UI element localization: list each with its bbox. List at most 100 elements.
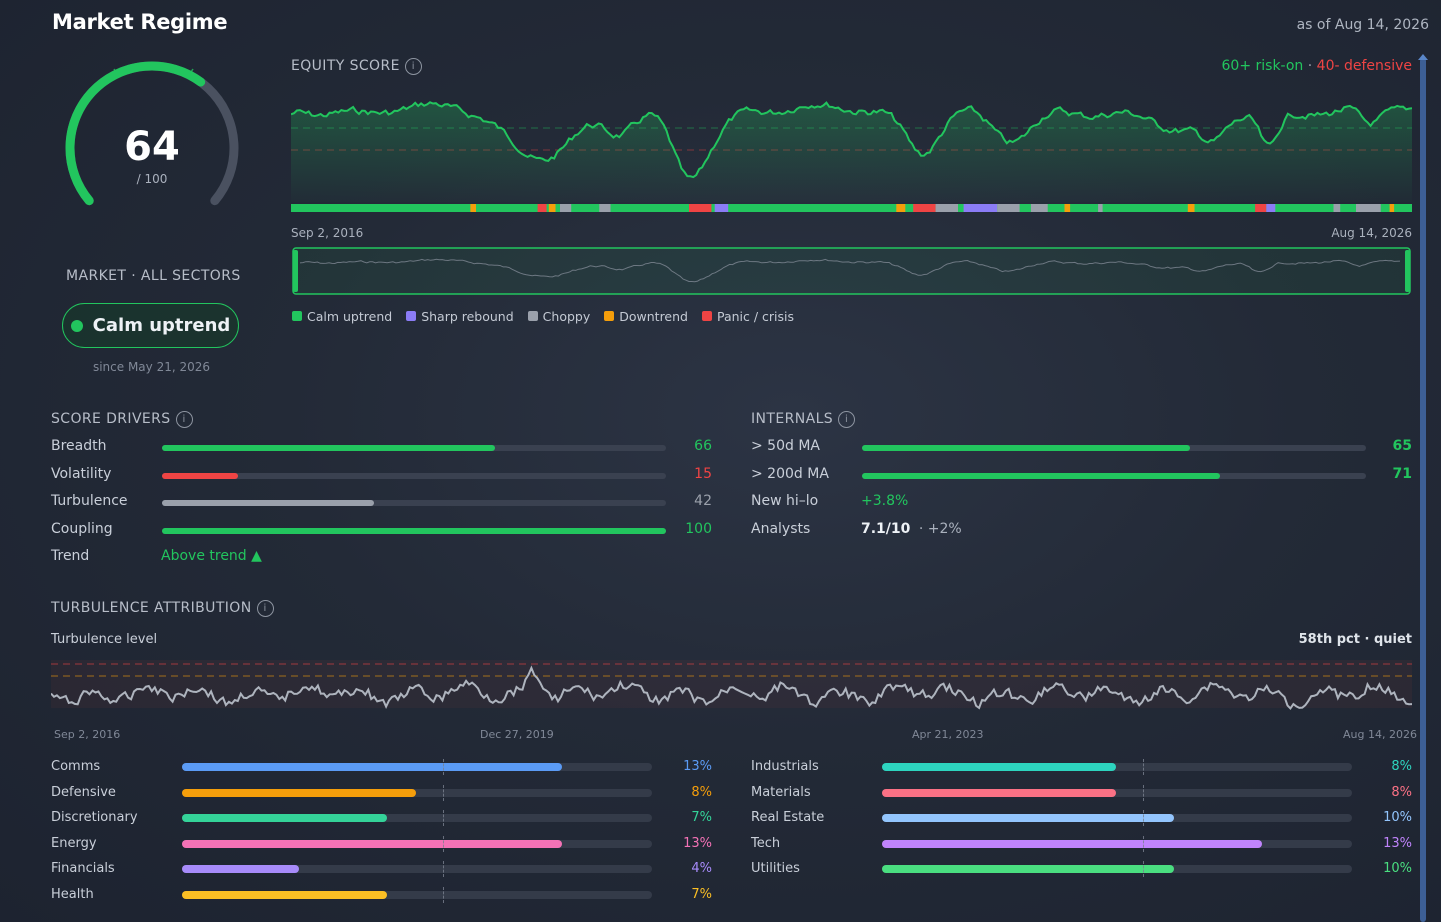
sector-avg-marker xyxy=(442,835,444,852)
regime-segment xyxy=(896,204,906,212)
range-navigator[interactable] xyxy=(292,247,1411,295)
scroll-up-icon[interactable] xyxy=(1418,54,1428,60)
sector-bar-track xyxy=(882,835,1352,852)
gauge-score: 64 xyxy=(124,124,180,170)
sector-avg-marker xyxy=(1142,810,1144,827)
sector-bar-fill xyxy=(182,865,299,874)
sector-bar-fill xyxy=(882,788,1116,797)
equity-line xyxy=(291,101,1412,179)
equity-start-date: Sep 2, 2016 xyxy=(291,226,364,240)
info-icon[interactable]: i xyxy=(404,58,422,75)
metric-label: Volatility xyxy=(51,465,112,482)
sector-bar-fill xyxy=(882,839,1262,848)
metric-value: 71 xyxy=(1392,465,1412,482)
turb-date-3: Apr 21, 2023 xyxy=(912,728,984,741)
sector-bar-fill xyxy=(882,814,1175,823)
analysts-value: 7.1/10 xyxy=(861,521,911,537)
sector-value: 7% xyxy=(691,810,712,826)
internals-label: INTERNALS xyxy=(751,411,834,427)
metric-label: Coupling xyxy=(51,520,113,537)
sector-value: 13% xyxy=(1383,835,1412,851)
sector-value: 13% xyxy=(683,759,712,774)
legend-swatch-icon xyxy=(701,311,712,321)
equity-score-chart xyxy=(291,101,1412,212)
sector-avg-marker xyxy=(442,887,444,903)
legend-label: Sharp rebound xyxy=(421,308,514,324)
metric-bar-track xyxy=(162,445,666,451)
sector-bar-track xyxy=(182,835,652,852)
range-handle-left[interactable] xyxy=(293,250,298,292)
legend-label: Downtrend xyxy=(619,308,688,324)
sector-label: Tech xyxy=(751,835,781,851)
metric-bar-fill xyxy=(862,445,1190,451)
regime-segment xyxy=(963,204,998,212)
sector-value: 8% xyxy=(1391,759,1412,774)
metric-bar-track xyxy=(162,527,666,534)
sector-bar-track xyxy=(182,861,652,878)
sector-bar-track xyxy=(882,759,1352,775)
equity-area xyxy=(291,102,1412,202)
metric-value: 100 xyxy=(685,520,712,537)
legend-label: Panic / crisis xyxy=(716,308,795,324)
sector-bar-track xyxy=(882,784,1352,801)
range-handle-right[interactable] xyxy=(1405,250,1410,292)
turbulence-label: TURBULENCE ATTRIBUTION xyxy=(51,600,252,616)
regime-legend: Calm uptrend Sharp rebound Choppy Downtrend… xyxy=(292,306,808,325)
sector-avg-marker xyxy=(442,759,444,775)
sector-avg-marker xyxy=(442,784,444,801)
legend-swatch-icon xyxy=(406,311,417,321)
legend-label: Choppy xyxy=(542,308,591,324)
turbulence-status: 58th pct · quiet xyxy=(1298,632,1412,647)
analysts-change: · +2% xyxy=(918,521,962,537)
sector-bar-track xyxy=(182,887,652,903)
legend-item[interactable]: Downtrend xyxy=(604,309,688,324)
turbulence-chart xyxy=(51,660,1412,710)
regime-segment xyxy=(1266,204,1276,212)
threshold-separator: · xyxy=(1303,58,1317,74)
turb-date-1: Sep 2, 2016 xyxy=(54,728,121,741)
metric-label: > 50d MA xyxy=(751,438,820,454)
regime-segment xyxy=(997,204,1020,212)
sector-label: Health xyxy=(51,887,94,902)
status-dot-icon xyxy=(70,319,83,332)
sector-avg-marker xyxy=(1142,861,1144,878)
info-icon[interactable]: i xyxy=(256,600,274,617)
regime-badge: Calm uptrend xyxy=(62,303,239,348)
info-icon[interactable]: i xyxy=(838,411,856,428)
legend-swatch-icon xyxy=(292,311,302,321)
score-drivers-heading: SCORE DRIVERS i xyxy=(51,411,193,428)
sector-label: Utilities xyxy=(751,861,800,877)
info-icon[interactable]: i xyxy=(175,411,193,428)
regime-segment xyxy=(470,204,476,212)
regime-segment xyxy=(1389,204,1395,212)
regime-segment xyxy=(1187,204,1195,212)
score-drivers-label: SCORE DRIVERS xyxy=(51,411,171,427)
analysts-rating: 7.1/10 · +2% xyxy=(861,521,962,537)
legend-item[interactable]: Panic / crisis xyxy=(701,308,795,324)
regime-segment xyxy=(548,204,556,212)
sector-label: Defensive xyxy=(51,784,116,800)
legend-item[interactable]: Sharp rebound xyxy=(406,308,514,324)
legend-item[interactable]: Choppy xyxy=(527,308,591,324)
legend-swatch-icon xyxy=(604,311,615,321)
equity-end-date: Aug 14, 2026 xyxy=(1331,226,1412,240)
scrollbar[interactable] xyxy=(1420,58,1426,922)
regime-since: since May 21, 2026 xyxy=(92,360,211,374)
navigator-line xyxy=(299,258,1401,283)
sector-bar-track xyxy=(182,759,652,775)
sector-bar-fill xyxy=(882,763,1116,771)
sector-value: 13% xyxy=(683,835,712,851)
metric-label: Breadth xyxy=(51,438,107,454)
analysts-label: Analysts xyxy=(751,521,811,537)
regime-segment xyxy=(1255,204,1267,212)
as-of-date: as of Aug 14, 2026 xyxy=(1296,17,1429,33)
metric-bar-track xyxy=(162,472,666,479)
sector-bar-fill xyxy=(182,814,387,823)
sector-bar-track xyxy=(182,810,652,827)
legend-item[interactable]: Calm uptrend xyxy=(292,309,392,324)
regime-segment xyxy=(1030,204,1048,212)
regime-segment xyxy=(537,204,547,212)
sector-value: 10% xyxy=(1383,861,1412,877)
hilo-label: New hi–lo xyxy=(751,493,819,509)
turb-date-2: Dec 27, 2019 xyxy=(480,728,554,741)
